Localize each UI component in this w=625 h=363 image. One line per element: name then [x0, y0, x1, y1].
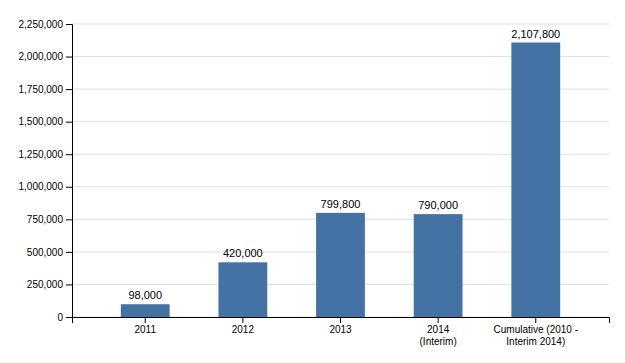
- tick-mark: [66, 57, 72, 58]
- tick-mark: [66, 24, 72, 25]
- y-axis: 0 250,000 500,000 750,000 1,000,000 1,250,000…: [19, 19, 73, 323]
- bar: [316, 213, 365, 317]
- tick: 1,000,000: [19, 181, 73, 192]
- tick: 2014(Interim): [420, 317, 457, 347]
- tick: Cumulative (2010 -Interim 2014): [494, 317, 578, 347]
- tick-label-line: 2011: [134, 324, 156, 335]
- tick: 2011: [134, 317, 156, 335]
- bars: [121, 43, 560, 317]
- tick-mark: [242, 317, 243, 323]
- bar: [218, 262, 267, 317]
- data-label: 420,000: [223, 247, 263, 259]
- tick: 250,000: [27, 279, 72, 290]
- tick-mark: [438, 317, 439, 323]
- bar: [121, 304, 170, 317]
- data-label: 2,107,800: [511, 28, 560, 40]
- tick-label: 1,250,000: [19, 149, 64, 160]
- tick-label: 2014(Interim): [420, 324, 457, 347]
- tick: 750,000: [27, 214, 72, 225]
- tick-label: 0: [57, 312, 63, 323]
- tick-label: Cumulative (2010 -Interim 2014): [494, 324, 578, 347]
- tick: 500,000: [27, 247, 72, 258]
- x-axis: 2011 2012 2013 2014(Interim) Cumulative (201…: [73, 317, 610, 347]
- grid: [72, 24, 609, 317]
- axis-line: [66, 25, 73, 318]
- bar: [511, 43, 560, 317]
- data-label: 98,000: [128, 289, 162, 301]
- tick-mark: [66, 122, 72, 123]
- tick-label: 750,000: [27, 214, 64, 225]
- tick-mark: [66, 317, 72, 318]
- tick: 1,750,000: [19, 84, 73, 95]
- tick-label: 1,000,000: [19, 181, 64, 192]
- tick-mark: [66, 284, 72, 285]
- tick-mark: [340, 317, 341, 323]
- data-labels: 98,000 420,000 799,800 790,000 2,107,800: [128, 28, 560, 302]
- axis-line: [73, 318, 610, 324]
- tick-mark: [66, 219, 72, 220]
- tick-label: 1,500,000: [19, 116, 64, 127]
- tick-label: 2,000,000: [19, 51, 64, 62]
- tick-label: 2013: [329, 324, 352, 335]
- tick: 2,250,000: [19, 19, 73, 30]
- tick-label-line: 2014: [427, 324, 450, 335]
- chart: 98,000 420,000 799,800 790,000 2,107,800 0 250…: [0, 0, 625, 363]
- bar: [414, 214, 463, 317]
- tick-label: 250,000: [27, 279, 64, 290]
- data-label: 799,800: [321, 198, 361, 210]
- tick-label-line: (Interim): [420, 336, 457, 347]
- tick-mark: [145, 317, 146, 323]
- data-label: 790,000: [418, 199, 458, 211]
- plot: 98,000 420,000 799,800 790,000 2,107,800 0 250…: [19, 19, 610, 347]
- tick-label-line: Cumulative (2010 -: [494, 324, 578, 335]
- tick-mark: [66, 187, 72, 188]
- tick-label: 500,000: [27, 247, 64, 258]
- tick: 1,500,000: [19, 116, 73, 127]
- tick-label-line: 2013: [329, 324, 352, 335]
- tick: 2,000,000: [19, 51, 73, 62]
- tick-label-line: Interim 2014): [506, 336, 565, 347]
- tick-label: 2011: [134, 324, 156, 335]
- tick: 2013: [329, 317, 352, 335]
- tick-label: 2,250,000: [19, 19, 64, 30]
- tick-mark: [66, 154, 72, 155]
- tick-label: 2012: [232, 324, 255, 335]
- tick-mark: [535, 317, 536, 323]
- tick: 0: [57, 312, 72, 323]
- tick: 2012: [232, 317, 255, 335]
- tick-label: 1,750,000: [19, 84, 64, 95]
- tick-label-line: 2012: [232, 324, 255, 335]
- tick-mark: [66, 252, 72, 253]
- tick-mark: [66, 89, 72, 90]
- grid-line: [72, 24, 609, 25]
- tick: 1,250,000: [19, 149, 73, 160]
